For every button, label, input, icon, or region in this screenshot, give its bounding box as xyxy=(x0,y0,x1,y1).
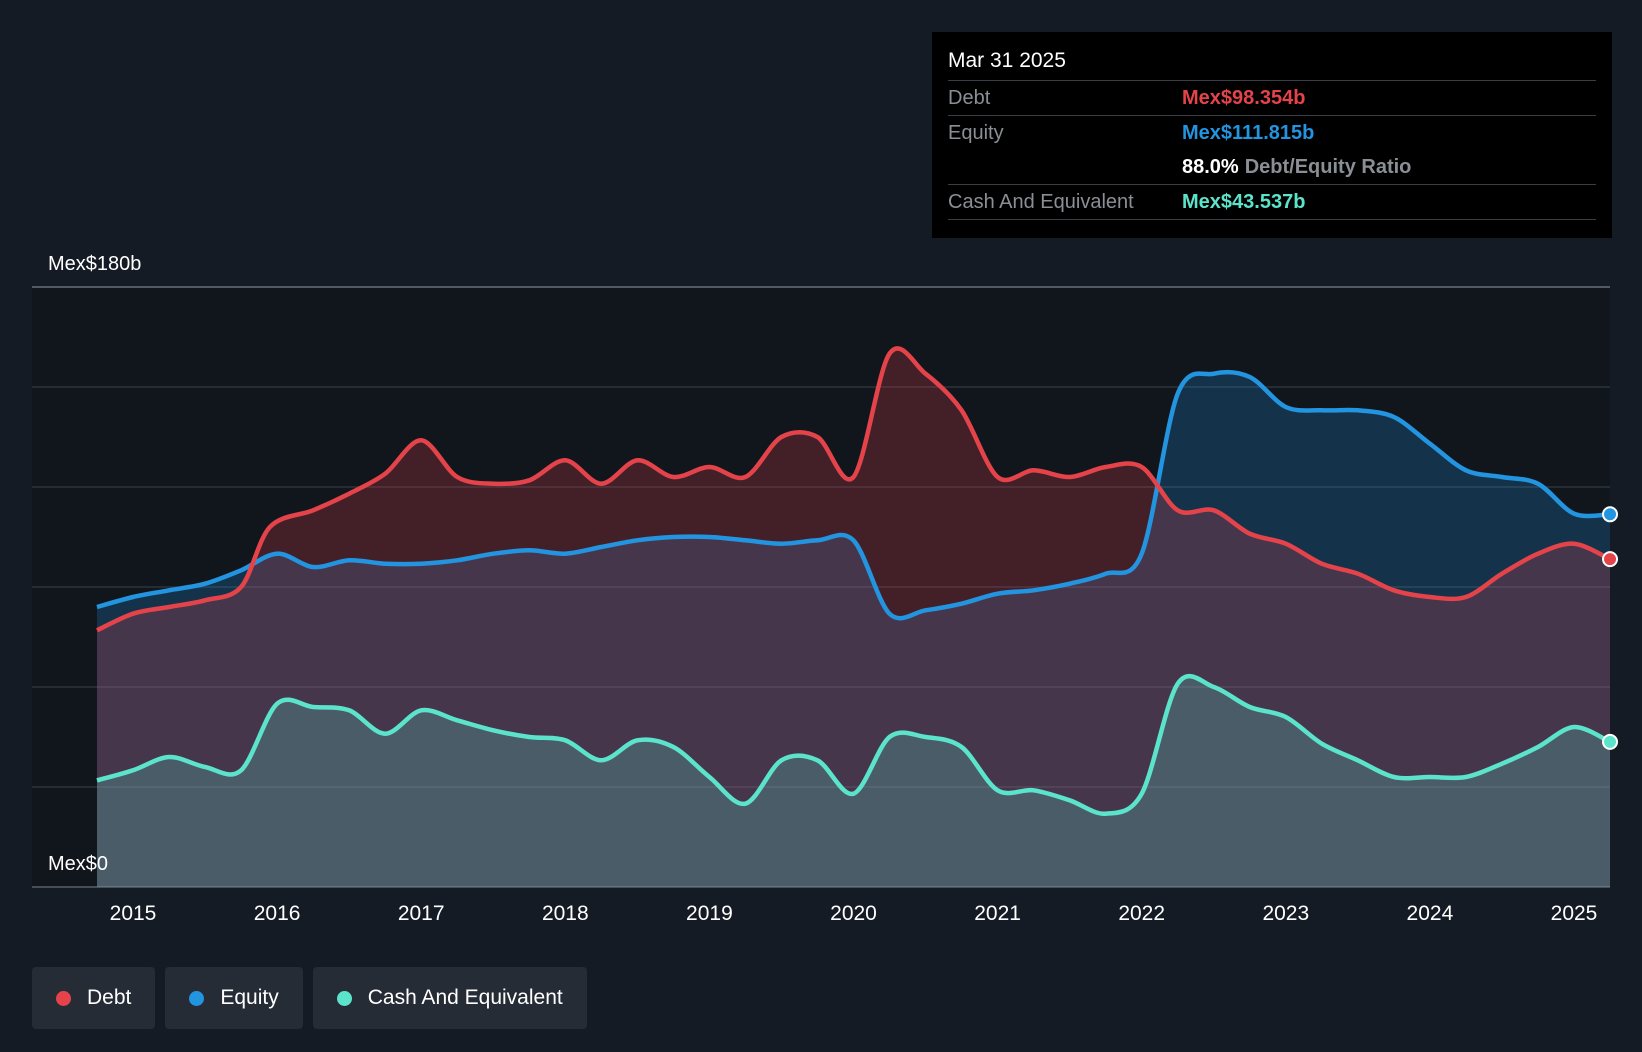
tooltip-row-cash: Cash And Equivalent Mex$43.537b xyxy=(948,184,1596,220)
legend-label-equity: Equity xyxy=(220,986,279,1009)
x-tick-label-2024: 2024 xyxy=(1407,902,1454,925)
x-tick-label-2018: 2018 xyxy=(542,902,589,925)
tooltip-debt-label: Debt xyxy=(948,86,991,109)
tooltip-ratio-label: Debt/Equity Ratio xyxy=(1244,155,1412,178)
tooltip-row-ratio: 88.0% Debt/Equity Ratio xyxy=(948,150,1596,184)
legend-dot-equity xyxy=(189,990,205,1006)
x-tick-label-2017: 2017 xyxy=(398,902,445,925)
legend-label-debt: Debt xyxy=(87,986,132,1009)
legend-label-cash: Cash And Equivalent xyxy=(367,986,563,1009)
line-equity xyxy=(96,369,1611,621)
x-tick-label-2016: 2016 xyxy=(254,902,301,925)
x-tick-label-2021: 2021 xyxy=(974,902,1021,925)
debt-equity-chart: 2015 2016 2017 2018 2019 2020 2021 2022 2023 2024… xyxy=(32,253,1619,925)
legend-item-cash[interactable]: Cash And Equivalent xyxy=(312,967,587,1029)
tooltip-equity-label: Equity xyxy=(948,121,1004,144)
tooltip-equity-value: Mex$111.815b xyxy=(1182,121,1315,144)
tooltip-row-equity: Equity Mex$111.815b xyxy=(948,115,1596,150)
x-tick-label-2015: 2015 xyxy=(110,902,157,925)
area-equity xyxy=(97,372,1610,887)
y-tick-label-bottom: Mex$0 xyxy=(48,853,108,875)
series-lines xyxy=(96,346,1611,816)
tooltip-row-debt: Debt Mex$98.354b xyxy=(948,80,1596,115)
x-tick-label-2020: 2020 xyxy=(830,902,877,925)
area-cash xyxy=(97,676,1610,887)
chart-legend: Debt Equity Cash And Equivalent xyxy=(32,967,587,1029)
tooltip-ratio-value: 88.0% xyxy=(1182,155,1239,178)
tooltip-debt-value: Mex$98.354b xyxy=(1182,86,1306,109)
data-tooltip: Mar 31 2025 Debt Mex$98.354b Equity Mex$… xyxy=(932,32,1612,238)
x-axis: 2015 2016 2017 2018 2019 2020 2021 2022 2023 2024… xyxy=(110,902,1598,925)
tooltip-date: Mar 31 2025 xyxy=(948,49,1066,72)
y-tick-label-top: Mex$180b xyxy=(48,253,141,275)
x-tick-label-2025: 2025 xyxy=(1551,902,1598,925)
series-endpoints xyxy=(1602,506,1619,750)
line-cash xyxy=(96,674,1611,816)
x-tick-label-2023: 2023 xyxy=(1262,902,1309,925)
legend-dot-debt xyxy=(56,990,71,1006)
gridlines xyxy=(32,286,1610,888)
tooltip-cash-label: Cash And Equivalent xyxy=(948,190,1134,213)
tooltip-cash-value: Mex$43.537b xyxy=(1182,190,1306,213)
x-tick-label-2019: 2019 xyxy=(686,902,733,925)
endpoint-cash xyxy=(1602,733,1619,750)
x-tick-label-2022: 2022 xyxy=(1118,902,1165,925)
legend-item-equity[interactable]: Equity xyxy=(165,967,303,1029)
endpoint-debt xyxy=(1602,551,1619,568)
legend-dot-cash xyxy=(336,990,352,1006)
endpoint-equity xyxy=(1602,506,1619,523)
legend-item-debt[interactable]: Debt xyxy=(32,967,156,1029)
line-debt xyxy=(96,346,1611,633)
